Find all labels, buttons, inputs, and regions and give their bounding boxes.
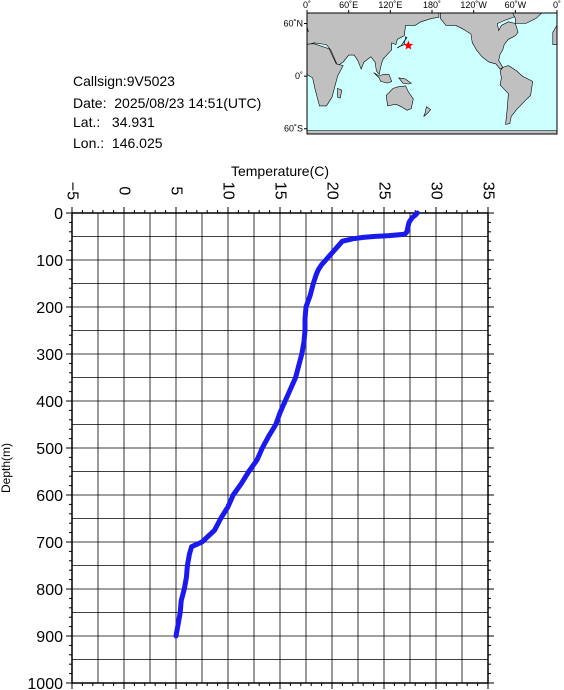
- map-lat-label: 60˚S: [284, 124, 303, 134]
- map-lon-label: 180˚: [423, 0, 441, 10]
- y-tick-label: 600: [36, 488, 63, 505]
- temperature-depth-chart: −5 0 5 10 15 20 25 30 35010020030040050060070080…: [0, 163, 497, 690]
- x-tick-label: 35: [480, 182, 497, 200]
- x-tick-label: 25: [376, 182, 393, 200]
- y-tick-label: 700: [36, 535, 63, 552]
- map-lon-label: 60˚W: [505, 0, 527, 10]
- world-map: 0˚ 60˚E 120˚E 180˚ 120˚W 60˚W 0˚60˚N0˚60˚S: [283, 0, 561, 135]
- x-tick-label: 0: [116, 186, 133, 195]
- y-tick-label: 500: [36, 441, 63, 458]
- x-tick-label: 10: [220, 182, 237, 200]
- x-tick-label: 15: [272, 182, 289, 200]
- y-tick-label: 400: [36, 394, 63, 411]
- map-lon-label: 0˚: [553, 0, 561, 10]
- map-land-japan: [397, 36, 408, 49]
- map-land-africa: [307, 43, 344, 107]
- map-lat-label: 0˚: [295, 71, 303, 81]
- map-land-north-america: [439, 13, 523, 70]
- temperature-profile-line: [173, 210, 420, 639]
- y-tick-label: 900: [36, 629, 63, 646]
- x-tick-label: 30: [428, 182, 445, 200]
- latitude-text: Lat.: 34.931: [73, 114, 155, 130]
- x-axis-title: Temperature(C): [231, 163, 329, 179]
- x-tick-label: 20: [324, 182, 341, 200]
- map-lat-label: 60˚N: [283, 19, 303, 29]
- map-land-australia: [385, 85, 414, 111]
- map-lon-label: 120˚W: [460, 0, 487, 10]
- y-axis-title: Depth(m): [0, 443, 13, 493]
- station-marker: [403, 40, 414, 50]
- y-tick-label: 0: [54, 206, 63, 223]
- x-tick-label: 5: [168, 186, 185, 195]
- callsign-text: Callsign:9V5023: [73, 73, 175, 89]
- map-lon-label: 60˚E: [339, 0, 358, 10]
- y-tick-label: 100: [36, 253, 63, 270]
- y-tick-label: 200: [36, 300, 63, 317]
- map-land-eurasia: [307, 13, 440, 76]
- y-tick-label: 1000: [27, 676, 63, 690]
- map-land-indonesia: [373, 72, 393, 84]
- map-land-south-america: [499, 65, 534, 125]
- map-lon-label: 0˚: [303, 0, 311, 10]
- date-text: Date: 2025/08/23 14:51(UTC): [73, 95, 262, 111]
- map-land-madagascar: [337, 87, 343, 99]
- y-tick-label: 300: [36, 347, 63, 364]
- longitude-text: Lon.: 146.025: [73, 135, 163, 151]
- map-land-greenland: [512, 13, 543, 24]
- map-land-antarctica: [307, 130, 557, 134]
- x-tick-label: −5: [64, 182, 81, 200]
- map-land-new-guinea: [397, 77, 412, 85]
- map-land-eurasia-wrap: [552, 13, 557, 45]
- map-lon-label: 120˚E: [378, 0, 402, 10]
- map-land-new-zealand: [423, 106, 432, 117]
- y-tick-label: 800: [36, 582, 63, 599]
